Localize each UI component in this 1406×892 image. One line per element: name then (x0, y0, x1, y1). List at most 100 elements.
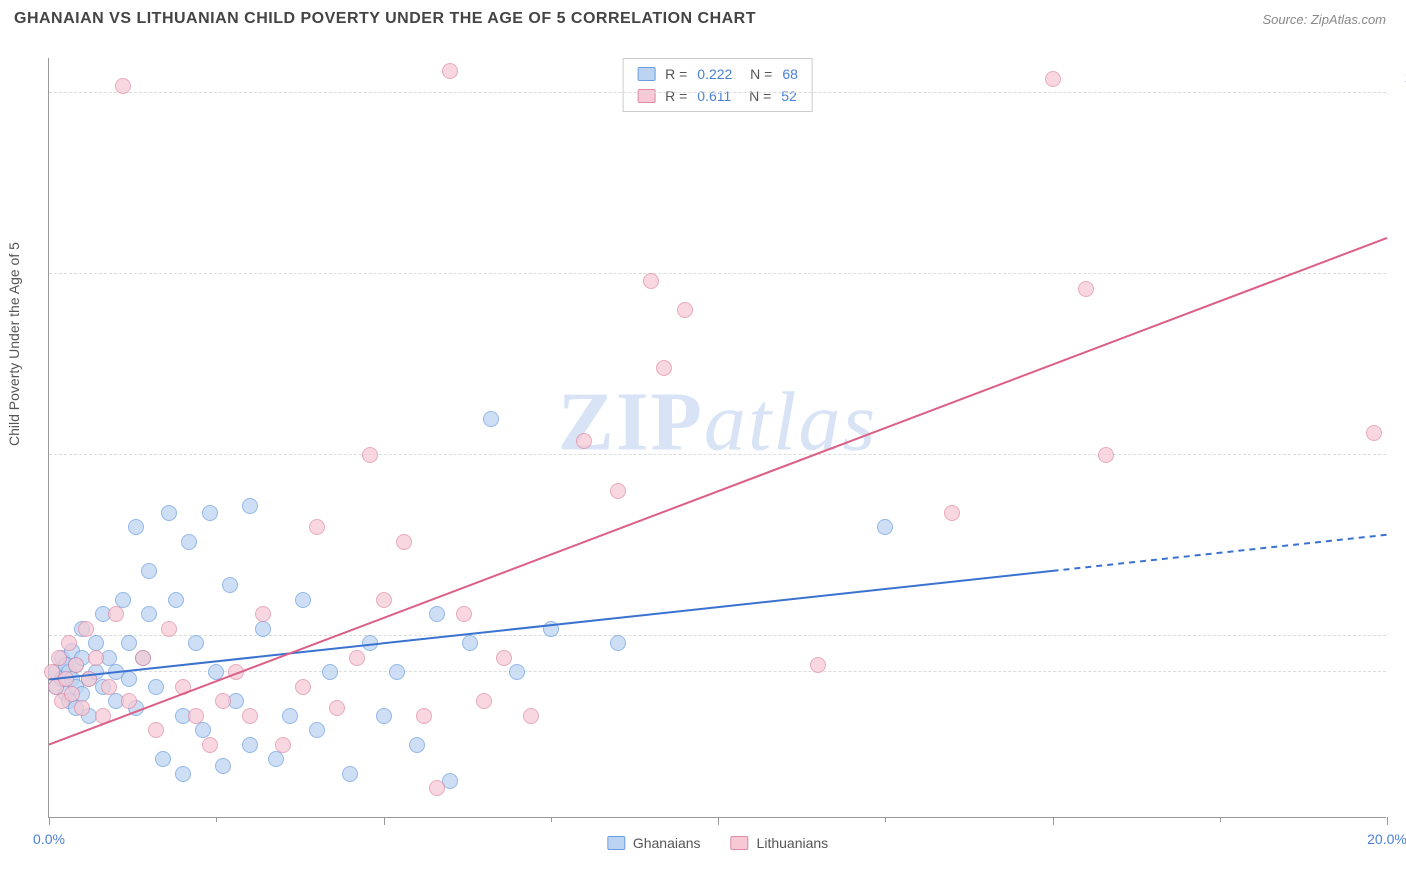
data-point (1098, 447, 1114, 463)
data-point (523, 708, 539, 724)
data-point (456, 606, 472, 622)
data-point (429, 606, 445, 622)
data-point (148, 679, 164, 695)
data-point (215, 758, 231, 774)
data-point (429, 780, 445, 796)
legend-row: R = 0.611 N = 52 (637, 85, 798, 107)
data-point (677, 302, 693, 318)
watermark: ZIPatlas (558, 374, 877, 471)
correlation-legend: R = 0.222 N = 68R = 0.611 N = 52 (622, 58, 813, 112)
data-point (496, 650, 512, 666)
data-point (275, 737, 291, 753)
data-point (202, 737, 218, 753)
data-point (1078, 281, 1094, 297)
data-point (656, 360, 672, 376)
series-legend: GhanaiansLithuanians (607, 835, 828, 851)
data-point (74, 700, 90, 716)
data-point (115, 78, 131, 94)
data-point (389, 664, 405, 680)
data-point (188, 635, 204, 651)
data-point (141, 563, 157, 579)
data-point (462, 635, 478, 651)
data-point (1045, 71, 1061, 87)
data-point (329, 700, 345, 716)
data-point (362, 635, 378, 651)
data-point (349, 650, 365, 666)
data-point (268, 751, 284, 767)
data-point (416, 708, 432, 724)
data-point (483, 411, 499, 427)
data-point (282, 708, 298, 724)
data-point (175, 679, 191, 695)
x-tick (718, 817, 719, 825)
x-tick (1387, 817, 1388, 825)
data-point (128, 519, 144, 535)
data-point (202, 505, 218, 521)
data-point (208, 664, 224, 680)
data-point (155, 751, 171, 767)
data-point (121, 693, 137, 709)
data-point (877, 519, 893, 535)
data-point (181, 534, 197, 550)
data-point (810, 657, 826, 673)
gridline (49, 273, 1386, 274)
data-point (376, 592, 392, 608)
data-point (215, 693, 231, 709)
data-point (108, 606, 124, 622)
x-tick-label: 20.0% (1367, 831, 1406, 847)
data-point (68, 657, 84, 673)
x-tick-minor (1220, 817, 1221, 822)
data-point (121, 635, 137, 651)
data-point (610, 483, 626, 499)
chart-title: GHANAIAN VS LITHUANIAN CHILD POVERTY UND… (14, 10, 756, 28)
data-point (309, 722, 325, 738)
gridline (49, 92, 1386, 93)
data-point (242, 708, 258, 724)
data-point (255, 606, 271, 622)
data-point (1366, 425, 1382, 441)
data-point (362, 447, 378, 463)
data-point (509, 664, 525, 680)
data-point (944, 505, 960, 521)
legend-row: R = 0.222 N = 68 (637, 63, 798, 85)
data-point (61, 635, 77, 651)
legend-item: Lithuanians (731, 835, 829, 851)
data-point (161, 621, 177, 637)
trendlines (49, 57, 1387, 817)
x-tick (49, 817, 50, 825)
x-tick-minor (885, 817, 886, 822)
data-point (141, 606, 157, 622)
data-point (222, 577, 238, 593)
data-point (95, 708, 111, 724)
data-point (309, 519, 325, 535)
x-tick-label: 0.0% (33, 831, 65, 847)
data-point (322, 664, 338, 680)
data-point (228, 664, 244, 680)
data-point (188, 708, 204, 724)
y-axis-label: Child Poverty Under the Age of 5 (6, 242, 22, 446)
gridline (49, 454, 1386, 455)
data-point (64, 686, 80, 702)
x-tick (1053, 817, 1054, 825)
data-point (295, 592, 311, 608)
data-point (543, 621, 559, 637)
data-point (643, 273, 659, 289)
data-point (88, 650, 104, 666)
data-point (242, 737, 258, 753)
data-point (175, 766, 191, 782)
data-point (148, 722, 164, 738)
data-point (610, 635, 626, 651)
data-point (376, 708, 392, 724)
gridline (49, 671, 1386, 672)
data-point (576, 433, 592, 449)
data-point (442, 63, 458, 79)
gridline (49, 635, 1386, 636)
data-point (409, 737, 425, 753)
data-point (168, 592, 184, 608)
scatter-chart: ZIPatlas R = 0.222 N = 68R = 0.611 N = 5… (48, 58, 1386, 818)
data-point (81, 671, 97, 687)
data-point (78, 621, 94, 637)
data-point (342, 766, 358, 782)
data-point (476, 693, 492, 709)
data-point (51, 650, 67, 666)
